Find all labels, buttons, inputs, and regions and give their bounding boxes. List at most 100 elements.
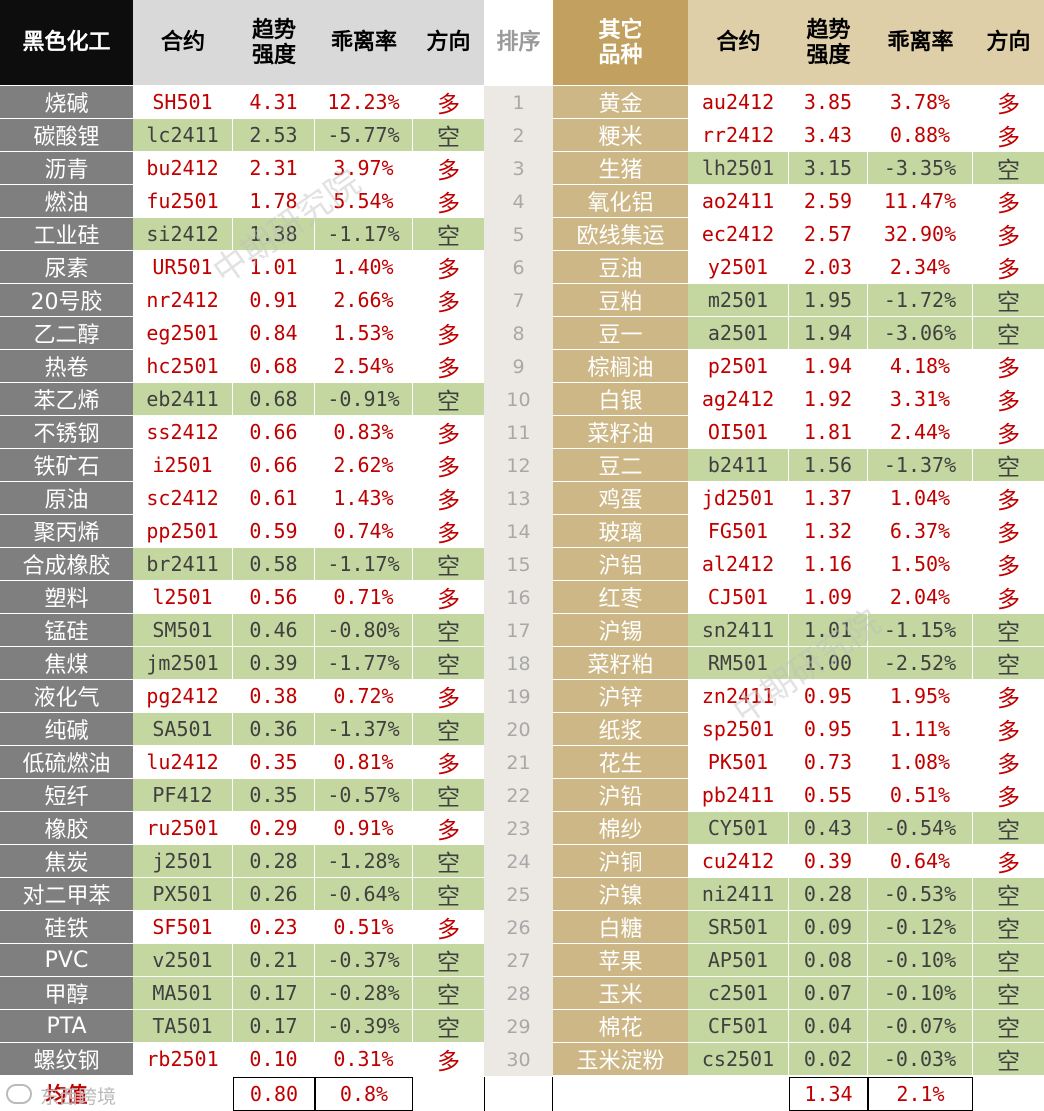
- left-row-contract[interactable]: i2501: [133, 449, 233, 482]
- left-row-name: 沥青: [0, 152, 133, 185]
- rank-number: 14: [484, 515, 553, 548]
- left-row-contract[interactable]: eb2411: [133, 383, 233, 416]
- left-row-contract[interactable]: pp2501: [133, 515, 233, 548]
- left-row-deviation: -0.28%: [315, 977, 413, 1010]
- left-row-contract[interactable]: SH501: [133, 86, 233, 119]
- rank-number: 13: [484, 482, 553, 515]
- left-row-contract[interactable]: MA501: [133, 977, 233, 1010]
- left-row-contract[interactable]: nr2412: [133, 284, 233, 317]
- left-row-contract[interactable]: PF412: [133, 779, 233, 812]
- left-row-contract[interactable]: j2501: [133, 845, 233, 878]
- left-row-contract[interactable]: SM501: [133, 614, 233, 647]
- right-row-trend: 1.95: [789, 284, 868, 317]
- right-row-trend: 0.43: [789, 812, 868, 845]
- right-row-contract[interactable]: zn2411: [688, 680, 789, 713]
- left-row-contract[interactable]: si2412: [133, 218, 233, 251]
- right-row-contract[interactable]: ec2412: [688, 218, 789, 251]
- left-row-contract[interactable]: TA501: [133, 1010, 233, 1043]
- left-row-contract[interactable]: lu2412: [133, 746, 233, 779]
- left-row-contract[interactable]: UR501: [133, 251, 233, 284]
- right-row-trend: 2.57: [789, 218, 868, 251]
- right-row-contract[interactable]: PK501: [688, 746, 789, 779]
- right-row-contract[interactable]: sn2411: [688, 614, 789, 647]
- right-row-contract[interactable]: sp2501: [688, 713, 789, 746]
- left-row-trend: 0.17: [233, 977, 315, 1010]
- right-row-direction: 空: [973, 812, 1044, 845]
- right-row-name: 玉米淀粉: [553, 1043, 688, 1076]
- right-row-deviation: 1.95%: [868, 680, 973, 713]
- left-row-contract[interactable]: bu2412: [133, 152, 233, 185]
- left-row-contract[interactable]: rb2501: [133, 1043, 233, 1076]
- right-row-contract[interactable]: pb2411: [688, 779, 789, 812]
- left-row-contract[interactable]: ss2412: [133, 416, 233, 449]
- right-row-deviation: 1.08%: [868, 746, 973, 779]
- right-row-deviation: -3.35%: [868, 152, 973, 185]
- right-row-contract[interactable]: ag2412: [688, 383, 789, 416]
- left-row-contract[interactable]: PX501: [133, 878, 233, 911]
- left-row-direction: 空: [413, 779, 484, 812]
- left-row-direction: 多: [413, 185, 484, 218]
- right-row-trend: 3.85: [789, 86, 868, 119]
- right-row-direction: 空: [973, 152, 1044, 185]
- right-row-name: 沪镍: [553, 878, 688, 911]
- right-row-contract[interactable]: lh2501: [688, 152, 789, 185]
- left-row-deviation: 0.91%: [315, 812, 413, 845]
- rank-number: 28: [484, 977, 553, 1010]
- right-row-contract[interactable]: c2501: [688, 977, 789, 1010]
- left-row-deviation: -5.77%: [315, 119, 413, 152]
- left-row-direction: 多: [413, 449, 484, 482]
- left-row-deviation: 0.71%: [315, 581, 413, 614]
- right-row-contract[interactable]: CF501: [688, 1010, 789, 1043]
- left-row-contract[interactable]: sc2412: [133, 482, 233, 515]
- left-row-direction: 多: [413, 152, 484, 185]
- right-row-contract[interactable]: rr2412: [688, 119, 789, 152]
- right-row-direction: 多: [973, 86, 1044, 119]
- left-row-contract[interactable]: eg2501: [133, 317, 233, 350]
- right-row-contract[interactable]: CY501: [688, 812, 789, 845]
- right-row-contract[interactable]: cu2412: [688, 845, 789, 878]
- right-row-contract[interactable]: a2501: [688, 317, 789, 350]
- right-row-contract[interactable]: cs2501: [688, 1043, 789, 1076]
- left-row-contract[interactable]: SA501: [133, 713, 233, 746]
- right-row-contract[interactable]: ao2411: [688, 185, 789, 218]
- rank-number: 9: [484, 350, 553, 383]
- right-row-contract[interactable]: RM501: [688, 647, 789, 680]
- left-row-contract[interactable]: v2501: [133, 944, 233, 977]
- left-row-contract[interactable]: SF501: [133, 911, 233, 944]
- left-row-contract[interactable]: lc2411: [133, 119, 233, 152]
- rank-number: 16: [484, 581, 553, 614]
- right-row-contract[interactable]: CJ501: [688, 581, 789, 614]
- left-row-contract[interactable]: jm2501: [133, 647, 233, 680]
- left-row-contract[interactable]: ru2501: [133, 812, 233, 845]
- right-row-name: 鸡蛋: [553, 482, 688, 515]
- right-row-contract[interactable]: p2501: [688, 350, 789, 383]
- right-row-contract[interactable]: OI501: [688, 416, 789, 449]
- right-row-name: 白银: [553, 383, 688, 416]
- right-row-direction: 空: [973, 284, 1044, 317]
- right-row-contract[interactable]: y2501: [688, 251, 789, 284]
- left-row-contract[interactable]: l2501: [133, 581, 233, 614]
- left-row-contract[interactable]: hc2501: [133, 350, 233, 383]
- left-row-contract[interactable]: br2411: [133, 548, 233, 581]
- right-row-contract[interactable]: jd2501: [688, 482, 789, 515]
- rank-number: 7: [484, 284, 553, 317]
- right-row-deviation: -0.03%: [868, 1043, 973, 1076]
- right-row-contract[interactable]: m2501: [688, 284, 789, 317]
- left-row-contract[interactable]: fu2501: [133, 185, 233, 218]
- right-row-contract[interactable]: al2412: [688, 548, 789, 581]
- right-row-contract[interactable]: SR501: [688, 911, 789, 944]
- right-row-contract[interactable]: AP501: [688, 944, 789, 977]
- rank-number: 11: [484, 416, 553, 449]
- right-row-contract[interactable]: au2412: [688, 86, 789, 119]
- left-row-contract[interactable]: pg2412: [133, 680, 233, 713]
- right-row-trend: 3.43: [789, 119, 868, 152]
- right-row-contract[interactable]: FG501: [688, 515, 789, 548]
- left-row-direction: 空: [413, 713, 484, 746]
- left-row-deviation: 2.66%: [315, 284, 413, 317]
- right-row-contract[interactable]: ni2411: [688, 878, 789, 911]
- right-row-contract[interactable]: b2411: [688, 449, 789, 482]
- right-row-deviation: 0.88%: [868, 119, 973, 152]
- right-row-deviation: 2.04%: [868, 581, 973, 614]
- left-row-name: 工业硅: [0, 218, 133, 251]
